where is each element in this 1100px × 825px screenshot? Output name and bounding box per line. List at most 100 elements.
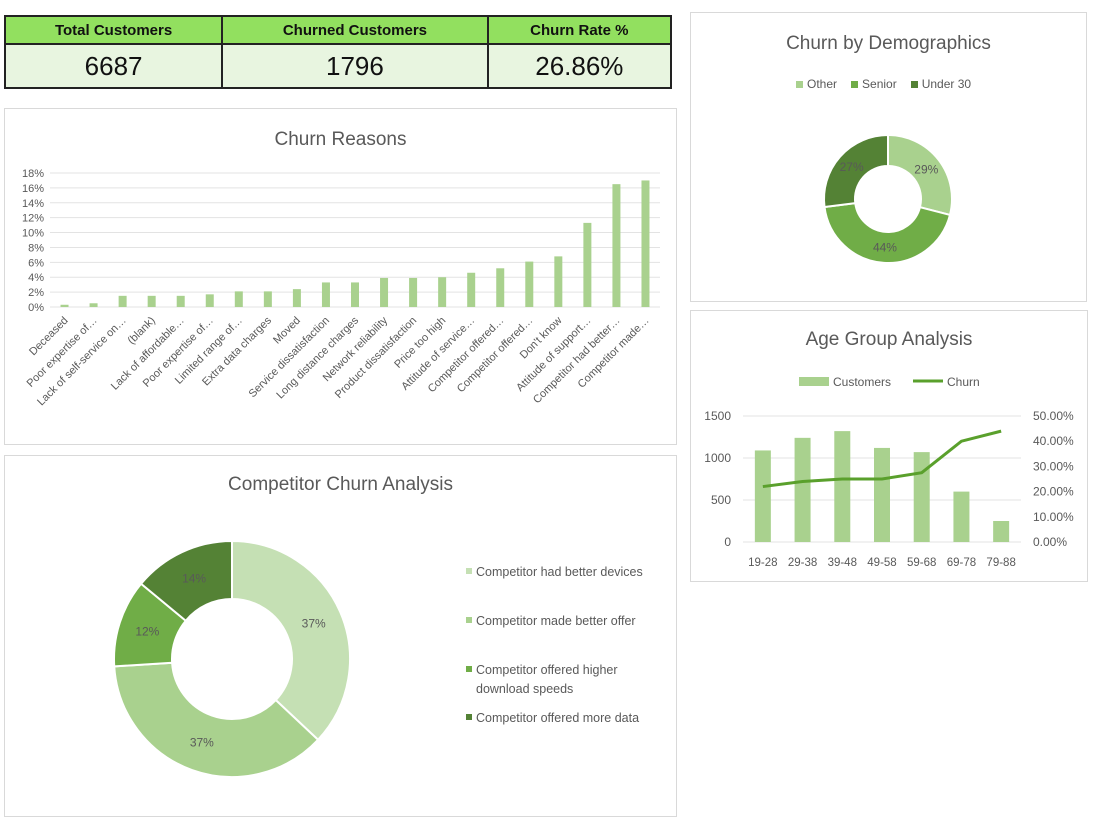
bar [913,452,930,542]
churn-line [762,429,1002,489]
bar [467,272,476,307]
demographics-donut: 29% 44% 27% [823,133,953,264]
data-label: 14% [182,571,206,585]
competitor-panel[interactable]: Competitor Churn Analysis 37% 37% 12% 14% Co… [4,455,677,817]
y-tick-label: 2% [28,287,44,299]
y-tick-label: 0 [724,535,731,549]
bar [234,291,243,307]
bar [60,304,69,307]
age-group-chart: 0 500 1000 1500 0.00% 10.00% 20.00% 30.00% 40.00… [704,375,1074,569]
y2-tick-label: 10.00% [1033,510,1074,524]
chart-title: Churn Reasons [274,129,407,150]
y2-tick-label: 0.00% [1033,535,1067,549]
bar [641,180,650,307]
bar [612,184,621,307]
bar [583,222,592,307]
bar [834,431,851,542]
age-group-panel[interactable]: Age Group Analysis 0 500 1000 1500 0.00% 10.0… [690,310,1088,582]
y-tick-label: 10% [22,228,44,240]
data-label: 37% [190,736,214,750]
legend-swatch [466,714,472,720]
bar [147,295,156,307]
legend-label: Competitor offered higher [476,663,618,677]
x-tick-label: 39-48 [828,557,857,569]
churn-reasons-panel[interactable]: Churn Reasons 0% 2% 4% 6% 8% 10% 12% 14% 16% 18% D… [4,108,677,445]
bar [380,277,389,307]
legend-label: Competitor made better offer [476,614,636,628]
x-tick-label: 19-28 [748,557,777,569]
x-tick-label: 59-68 [907,557,936,569]
bar [292,289,301,307]
data-label: 44% [873,240,897,254]
legend-label: Competitor had better devices [476,565,643,579]
legend-label: Customers [833,375,891,389]
y2-tick-label: 30.00% [1033,459,1074,473]
y2-tick-label: 20.00% [1033,485,1074,499]
y-tick-label: 1000 [704,451,731,465]
kpi-label: Churn Rate % [486,15,673,45]
kpi-label: Total Customers [3,15,224,45]
chart-title: Competitor Churn Analysis [228,474,453,495]
kpi-value: 26.86% [486,43,673,89]
demographics-panel[interactable]: Churn by Demographics Other Senior Under 3… [690,12,1087,302]
donut-slice [887,133,953,217]
y-tick-label: 8% [28,242,44,254]
legend-label: Churn [947,375,980,389]
legend-item: Other [796,77,837,91]
legend-swatch [799,377,829,386]
kpi-value: 1796 [221,43,489,89]
bar [554,256,563,307]
x-tick-label: 49-58 [867,557,896,569]
legend-swatch [466,617,472,623]
bar [794,437,811,542]
y-tick-label: 500 [711,493,731,507]
y-tick-label: 18% [22,168,44,180]
donut-slice [231,539,351,742]
data-label: 29% [914,162,938,176]
legend-swatch [851,81,859,88]
bar [321,282,330,307]
y-tick-label: 0% [28,302,44,314]
y-tick-label: 12% [22,213,44,225]
bar [409,277,418,307]
bar [205,294,214,307]
data-label: 37% [302,617,326,631]
data-label: 27% [840,160,864,174]
y-tick-label: 1500 [704,409,731,423]
bar [438,277,447,307]
donut-slice [823,133,889,209]
y-tick-label: 6% [28,257,44,269]
bar [874,447,890,542]
donut-slice [113,661,320,778]
bar [176,295,185,307]
legend-swatch [910,81,918,88]
bar [754,450,771,542]
y2-tick-label: 40.00% [1033,434,1074,448]
y2-tick-label: 50.00% [1033,409,1074,423]
kpi-table: Total Customers Churned Customers Churn Ra… [3,15,673,89]
legend-swatch [466,568,472,574]
data-label: 12% [135,624,159,638]
x-tick-label: 69-78 [947,557,976,569]
legend-swatch [466,666,472,672]
bar [496,268,505,307]
competitor-donut: 37% 37% 12% 14% Competitor had better device… [113,539,643,778]
legend-item: Senior [851,77,897,91]
y-tick-label: 16% [22,183,44,195]
kpi-value: 6687 [3,43,224,89]
x-tick-label: 29-38 [788,557,817,569]
bar [351,282,359,307]
legend-swatch [796,81,803,88]
legend-item: Under 30 [910,77,971,91]
chart-title: Age Group Analysis [805,329,973,350]
x-tick-label: 79-88 [986,557,1015,569]
legend-label: download speeds [476,682,573,696]
legend-label: Competitor offered more data [476,711,639,725]
bar [953,491,970,542]
bar [525,261,534,307]
legend: Other Senior Under 30 [796,77,971,91]
bar [89,303,98,307]
donut-slice [139,539,233,623]
y-tick-label: 4% [28,272,44,284]
